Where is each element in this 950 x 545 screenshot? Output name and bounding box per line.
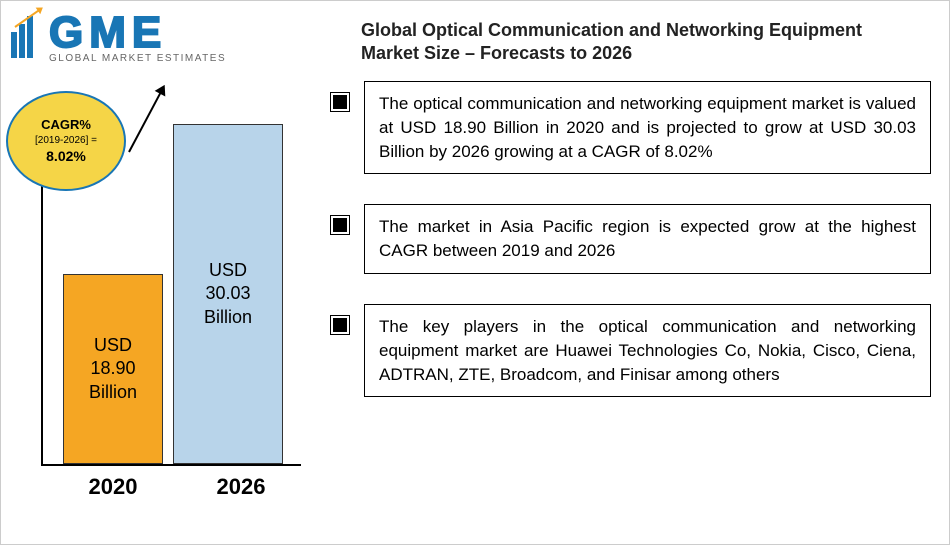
bar-2026-line1: USD: [209, 259, 247, 282]
logo-sub-text: GLOBAL MARKET ESTIMATES: [49, 53, 226, 64]
logo-bars-icon: [11, 18, 41, 58]
bullet-text: The key players in the optical communica…: [364, 304, 931, 397]
bullet-row: The key players in the optical communica…: [331, 304, 931, 397]
cagr-badge: CAGR% [2019-2026] = 8.02%: [6, 91, 126, 191]
bullet-marker-icon: [331, 93, 349, 111]
bullet-marker-icon: [331, 216, 349, 234]
bar-2020-line1: USD: [94, 334, 132, 357]
page-title: Global Optical Communication and Network…: [361, 19, 921, 66]
logo: GME GLOBAL MARKET ESTIMATES: [11, 11, 226, 64]
axis-label-2026: 2026: [181, 474, 301, 500]
logo-main-text: GME: [49, 11, 226, 55]
axis-label-2020: 2020: [53, 474, 173, 500]
cagr-period: [2019-2026] =: [35, 134, 97, 147]
bullet-text: The market in Asia Pacific region is exp…: [364, 204, 931, 274]
bar-2026-line3: Billion: [204, 306, 252, 329]
axis-labels: 2020 2026: [41, 474, 301, 500]
bar-2020-line3: Billion: [89, 381, 137, 404]
bullet-marker-icon: [331, 316, 349, 334]
bar-2026: USD 30.03 Billion: [173, 124, 283, 464]
bullet-text: The optical communication and networking…: [364, 81, 931, 174]
cagr-value: 8.02%: [46, 147, 86, 165]
bullet-row: The optical communication and networking…: [331, 81, 931, 174]
bar-2020: USD 18.90 Billion: [63, 274, 163, 464]
bullet-row: The market in Asia Pacific region is exp…: [331, 204, 931, 274]
bar-2020-line2: 18.90: [90, 357, 135, 380]
bar-2026-line2: 30.03: [205, 282, 250, 305]
cagr-label: CAGR%: [41, 117, 91, 134]
bullet-list: The optical communication and networking…: [331, 81, 931, 427]
